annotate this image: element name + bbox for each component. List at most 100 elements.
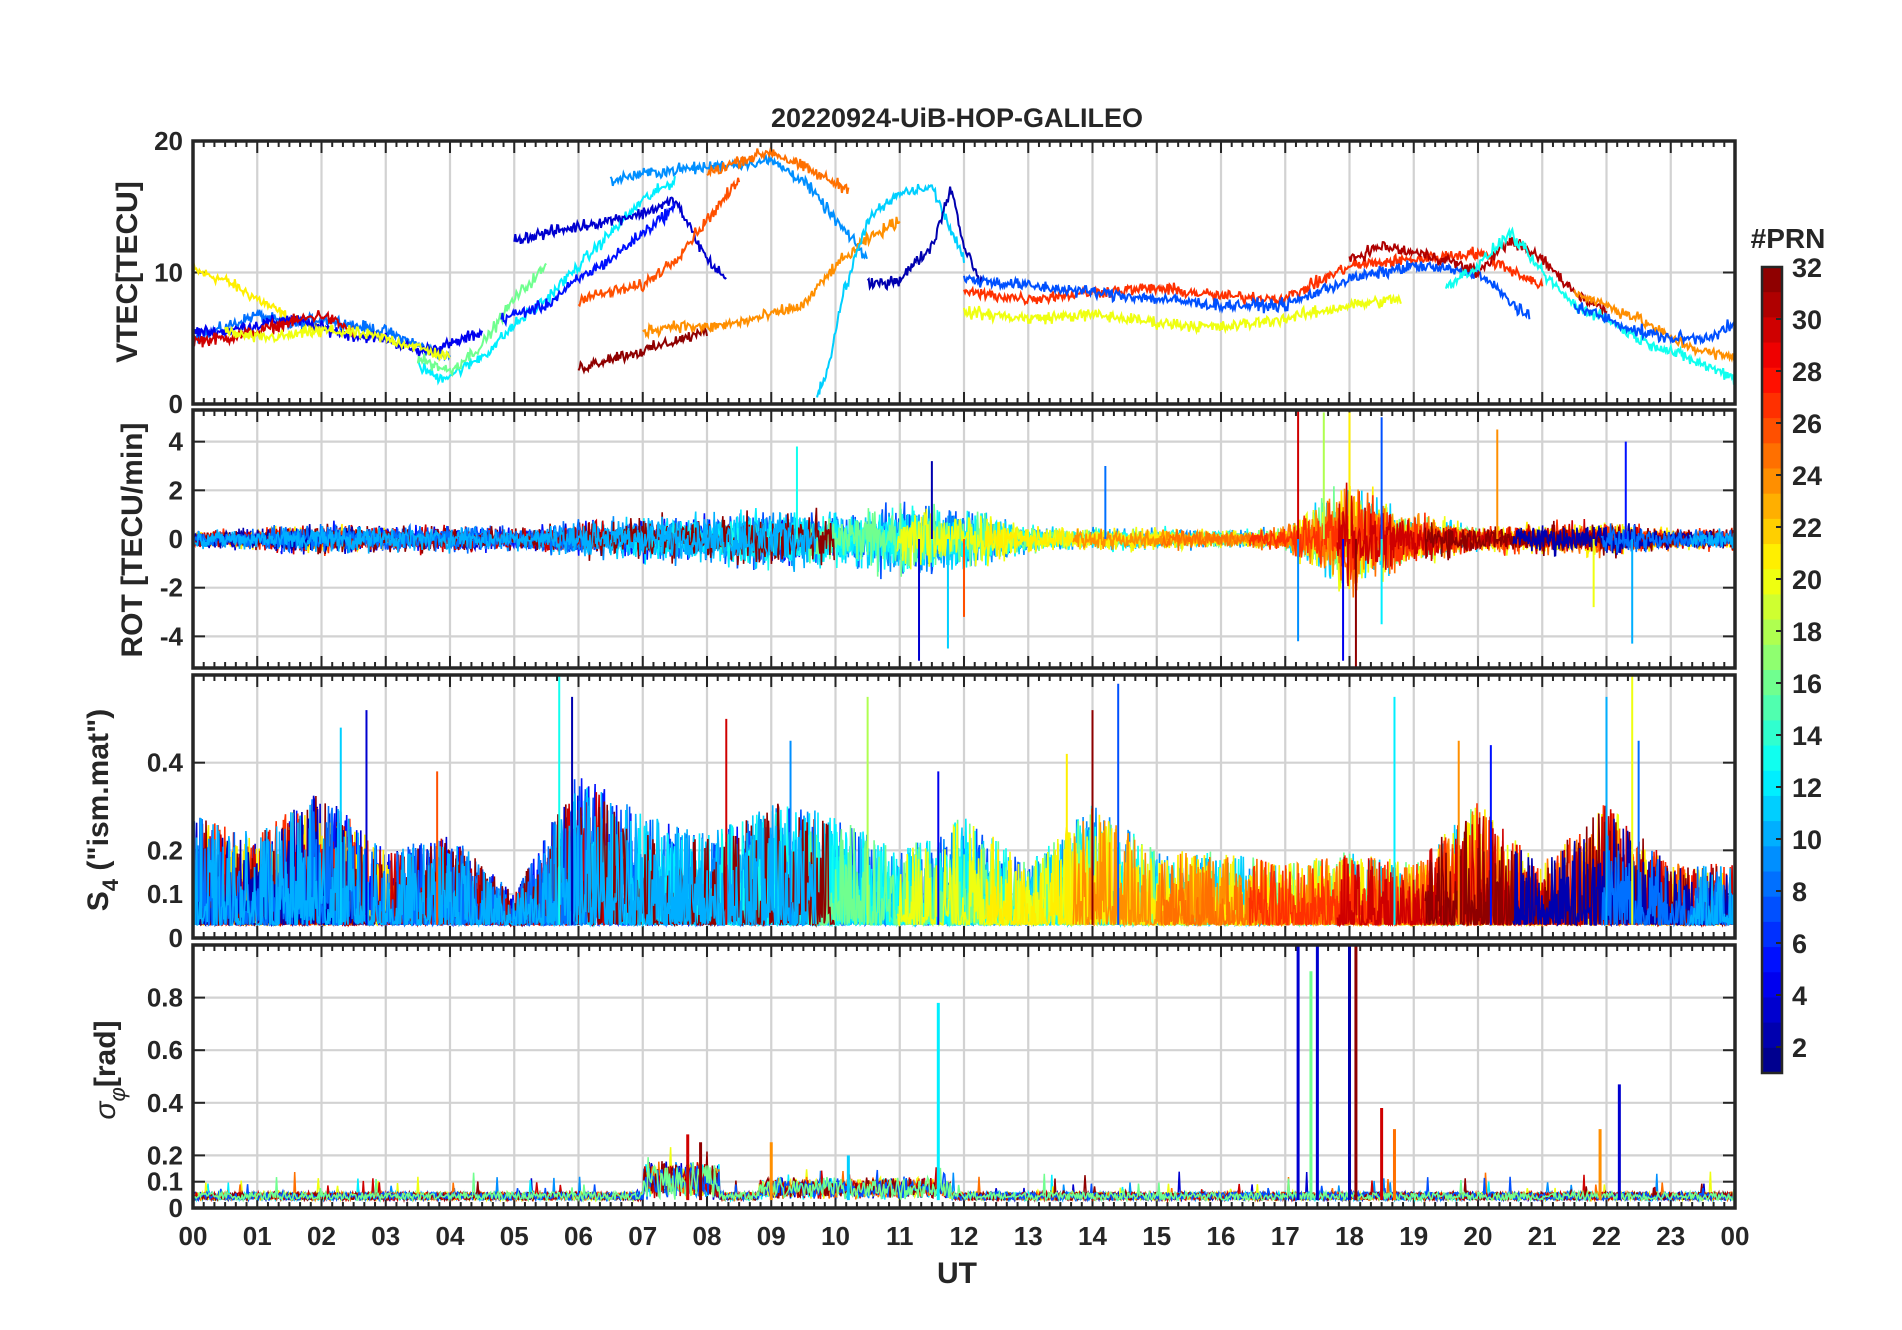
vtec-series-line [577, 325, 708, 375]
vtec-series-line [1348, 235, 1608, 317]
colorbar-segment [1762, 619, 1782, 646]
s4-series-line [193, 792, 817, 928]
x-tick-label: 14 [1078, 1221, 1107, 1251]
colorbar-segment [1762, 367, 1782, 394]
colorbar-segment [1762, 1022, 1782, 1049]
x-tick-label: 21 [1528, 1221, 1557, 1251]
s4-series-line [1688, 865, 1735, 926]
y-tick-label: 0.8 [147, 983, 183, 1013]
y-axis-label-sigma-sub: φ [105, 1087, 130, 1101]
vtec-series-line [416, 262, 547, 378]
colorbar-segment [1762, 267, 1782, 293]
x-tick-label: 07 [628, 1221, 657, 1251]
colorbar-tick-label: 8 [1792, 877, 1807, 907]
y-tick-label: 0 [169, 923, 183, 953]
x-tick-label: 02 [307, 1221, 336, 1251]
y-axis-label-rot: ROT [TECU/min] [116, 423, 149, 658]
x-tick-label: 10 [821, 1221, 850, 1251]
y-axis-label-s4: S4 ("ism.mat") [82, 709, 123, 911]
rot-panel: -4 -2 0 2 4 [160, 408, 1737, 670]
y-axis-label-sigma-rest: [rad] [89, 1020, 122, 1087]
x-tick-label: 20 [1464, 1221, 1493, 1251]
colorbar-tick-label: 14 [1792, 721, 1822, 751]
y-tick-label: 0.4 [147, 1088, 184, 1118]
vtec-panel: 0 10 20 [154, 126, 1737, 419]
colorbar-segment [1762, 670, 1782, 696]
colorbar-segment [1762, 896, 1782, 923]
rot-series-line [1688, 528, 1735, 549]
vtec-series-line [963, 293, 1402, 336]
x-tick-label: 13 [1014, 1221, 1043, 1251]
colorbar-tick-label: 22 [1792, 513, 1822, 543]
y-tick-label: 0.4 [147, 748, 184, 778]
colorbar-segment [1762, 644, 1782, 671]
vtec-series-line [963, 260, 1531, 320]
x-tick-label: 00 [179, 1221, 208, 1251]
colorbar-tick-label: 2 [1792, 1033, 1807, 1063]
vtec-series-line [1444, 226, 1735, 385]
y-tick-label: 0.6 [147, 1035, 183, 1065]
x-tick-label: 12 [950, 1221, 979, 1251]
vtec-series-line [816, 183, 965, 398]
colorbar-segment [1762, 292, 1782, 318]
colorbar-segment [1762, 997, 1782, 1024]
x-tick-label: 16 [1207, 1221, 1236, 1251]
y-tick-label: -4 [160, 621, 184, 651]
axes-box [191, 408, 1737, 670]
colorbar-segment [1762, 947, 1782, 973]
colorbar-tick-label: 16 [1792, 669, 1822, 699]
colorbar-segment [1762, 443, 1782, 469]
y-axis-label-s4-sub: 4 [98, 878, 123, 891]
sigma-series-line [193, 1157, 1735, 1203]
colorbar-segment [1762, 418, 1782, 444]
x-tick-label: 18 [1335, 1221, 1364, 1251]
colorbar-segment [1762, 493, 1782, 520]
y-tick-label: 10 [154, 258, 183, 288]
colorbar-tick-label: 6 [1792, 929, 1807, 959]
x-tick-label: 04 [436, 1221, 465, 1251]
colorbar-segment [1762, 392, 1782, 419]
colorbar-segment [1762, 720, 1782, 747]
y-axis-label-s4-rest: ("ism.mat") [82, 709, 115, 879]
colorbar-segment [1762, 1047, 1782, 1074]
x-tick-label: 05 [500, 1221, 529, 1251]
axes-box [191, 673, 1737, 940]
vtec-series-line [866, 186, 985, 292]
colorbar-tick-label: 20 [1792, 565, 1822, 595]
colorbar-segment [1762, 795, 1782, 822]
x-tick-label: 11 [886, 1221, 914, 1251]
rot-series-group [193, 410, 1735, 668]
vtec-series-group [193, 146, 1735, 398]
vtec-series-line [706, 146, 850, 194]
rot-series-line [193, 511, 817, 572]
x-tick-label: 17 [1271, 1221, 1300, 1251]
chart-title: 20220924-UiB-HOP-GALILEO [771, 103, 1143, 133]
colorbar-tick-label: 4 [1792, 981, 1807, 1011]
colorbar-segment [1762, 871, 1782, 898]
colorbar-segment [1762, 317, 1782, 344]
x-tick-label: 22 [1592, 1221, 1621, 1251]
vtec-series-line [224, 323, 451, 363]
x-tick-label: 08 [693, 1221, 722, 1251]
y-tick-label: -2 [160, 573, 183, 603]
axes-box [191, 139, 1737, 406]
x-axis-label: UT [937, 1257, 977, 1290]
colorbar-segment [1762, 594, 1782, 621]
colorbar-segment [1762, 342, 1782, 369]
colorbar-segment [1762, 468, 1782, 495]
x-tick-label: 01 [243, 1221, 272, 1251]
sigma-series-group [193, 945, 1735, 1203]
y-axis-label-sigma-main: σ [89, 1100, 122, 1120]
colorbar-tick-label: 12 [1792, 773, 1822, 803]
colorbar-tick-label: 32 [1792, 253, 1822, 283]
colorbar-segment [1762, 846, 1782, 872]
x-tick-label: 09 [757, 1221, 786, 1251]
y-tick-label: 0.2 [147, 835, 183, 865]
sigma-phi-panel: 00.10.2 0.4 0.6 0.8 00 01 02 03 04 05 06 07 08 09 10 11… [147, 943, 1749, 1251]
colorbar-segment [1762, 821, 1782, 847]
colorbar-title: #PRN [1751, 223, 1826, 254]
s4-panel: 0 0.1 0.2 0.4 [147, 673, 1737, 953]
x-tick-label: 06 [564, 1221, 593, 1251]
